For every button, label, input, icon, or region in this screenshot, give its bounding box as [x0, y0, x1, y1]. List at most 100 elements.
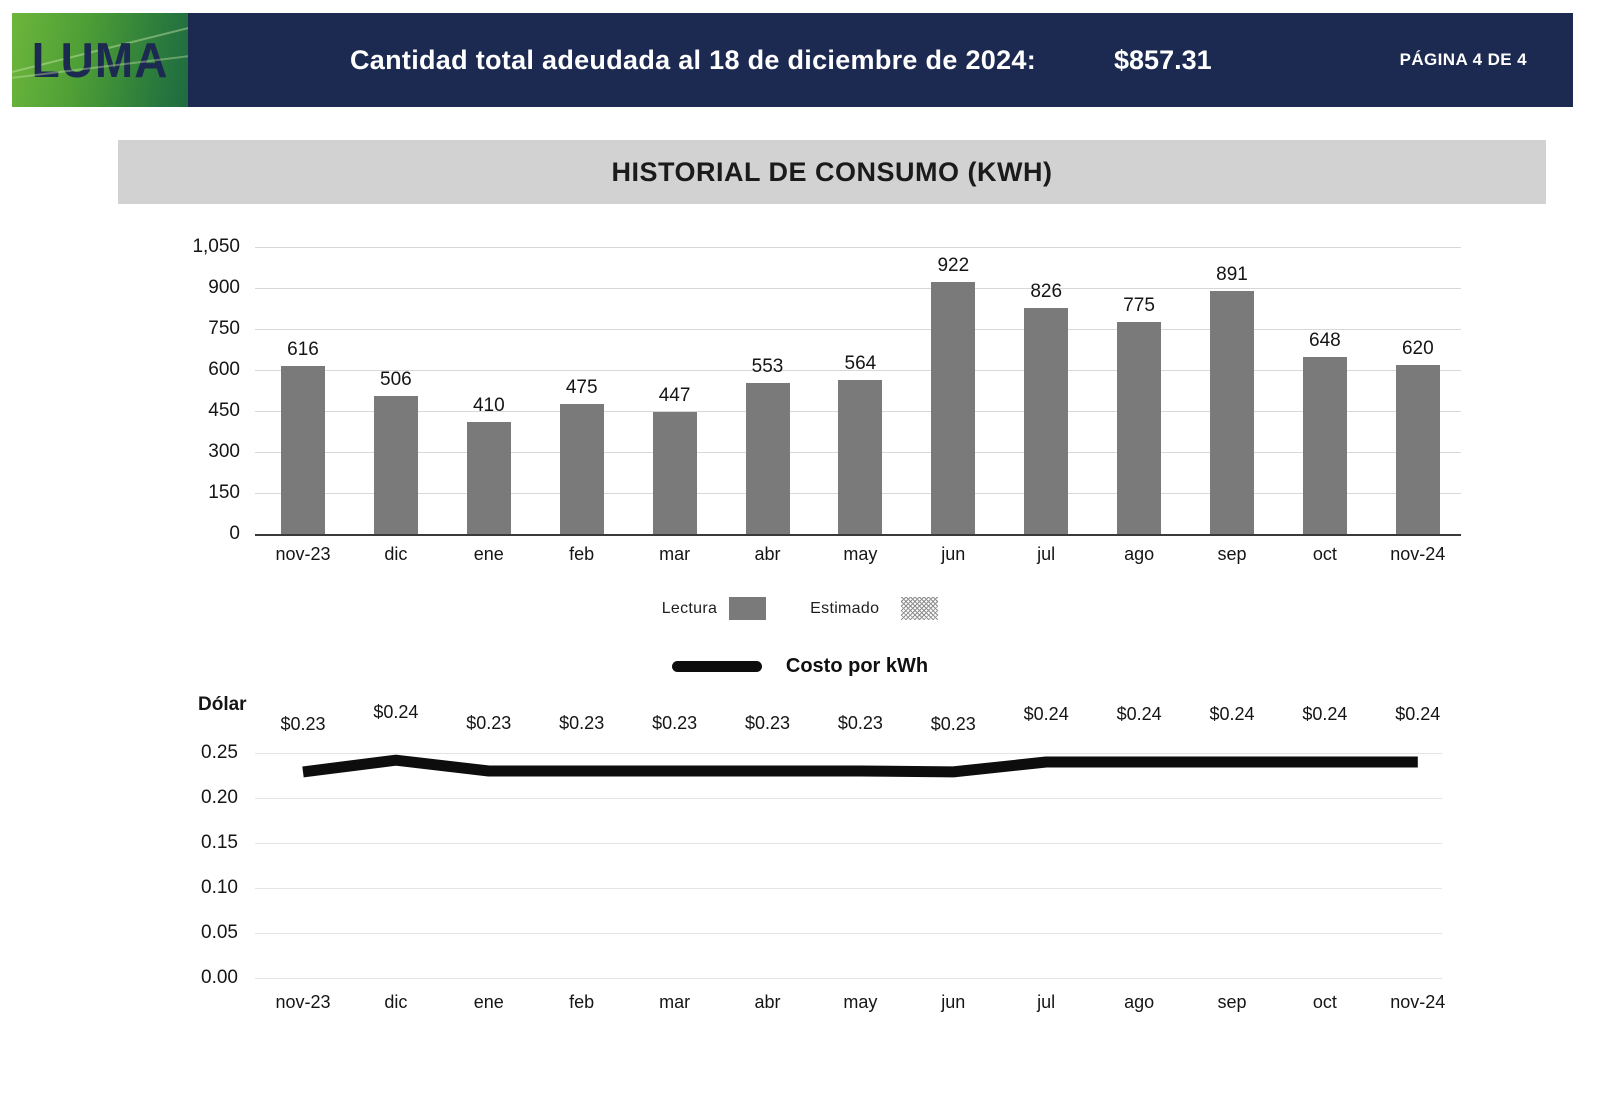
- bar-chart-x-axis: [255, 534, 1461, 536]
- line-chart-x-tick-label: nov-23: [275, 992, 331, 1012]
- cost-point-label: $0.24: [1116, 704, 1162, 724]
- bar-value-label: 447: [658, 384, 691, 406]
- bar-chart-y-tick-label: 150: [208, 482, 240, 503]
- consumption-bar: [466, 421, 511, 534]
- total-due-amount: $857.31: [1114, 44, 1212, 75]
- bar-chart-x-tick-label: jun: [941, 544, 966, 564]
- bar-chart-y-tick-label: 1,050: [192, 236, 240, 257]
- line-axis-title: Dólar: [198, 694, 247, 715]
- bar-value-label: 775: [1123, 295, 1155, 317]
- bar-chart-x-tick-label: ago: [1124, 544, 1155, 564]
- bar-chart-gridline: [255, 247, 1461, 248]
- cost-point-label: $0.23: [280, 713, 326, 734]
- line-chart-x-tick-label: jul: [1037, 992, 1056, 1012]
- bar-value-label: 826: [1030, 281, 1063, 303]
- line-chart-gridline: [255, 753, 1442, 754]
- cost-line-path: [302, 754, 1418, 778]
- bar-chart-x-tick-label: may: [843, 544, 878, 564]
- line-chart-y-tick-label: 0.05: [201, 922, 238, 943]
- bar-chart-y-tick-label: 300: [208, 441, 240, 462]
- cost-point-label: $0.24: [1395, 704, 1441, 724]
- bar-chart-x-tick-label: nov-24: [1390, 544, 1446, 564]
- consumption-bar: [745, 382, 790, 534]
- line-chart-x-tick-label: jun: [941, 992, 966, 1012]
- cost-point-label: $0.24: [1302, 704, 1348, 724]
- cost-point-label: $0.23: [466, 713, 512, 733]
- bar-value-label: 564: [844, 352, 877, 374]
- legend-label-estimado: Estimado: [810, 599, 880, 617]
- cost-point-label: $0.23: [930, 713, 976, 734]
- line-chart-legend: Costo por kWh: [0, 655, 1600, 678]
- bar-chart-gridline: [255, 329, 1461, 330]
- estimado-swatch-icon: [901, 597, 939, 620]
- bar-chart-y-tick-label: 0: [229, 523, 240, 544]
- lectura-swatch-icon: [729, 597, 767, 620]
- bar-value-label: 922: [937, 255, 970, 276]
- line-chart-gridline: [255, 798, 1442, 799]
- bar-value-label: 475: [565, 377, 598, 399]
- bar-chart-x-tick-label: nov-23: [275, 544, 331, 564]
- bar-value-label: 891: [1216, 263, 1248, 285]
- consumption-bar: [1024, 308, 1069, 534]
- consumption-bar: [1395, 364, 1440, 534]
- luma-logo: LUMA: [12, 13, 188, 107]
- section-title: HISTORIAL DE CONSUMO (KWH): [611, 156, 1053, 187]
- line-chart-x-tick-label: oct: [1312, 992, 1337, 1012]
- bar-value-label: 410: [472, 394, 505, 416]
- costo-line-swatch-icon: [671, 661, 762, 672]
- line-chart-x-tick-label: abr: [754, 992, 781, 1012]
- bar-chart-y-tick-label: 750: [208, 318, 240, 339]
- consumption-bar: [1302, 356, 1347, 534]
- line-chart-x-tick-label: dic: [384, 992, 408, 1012]
- bar-chart-x-tick-label: sep: [1217, 544, 1247, 564]
- bar-chart-x-tick-label: oct: [1312, 544, 1337, 564]
- line-chart-y-tick-label: 0.10: [201, 877, 238, 898]
- bar-value-label: 648: [1309, 329, 1341, 351]
- bar-chart-gridline: [255, 370, 1461, 371]
- section-title-banner: HISTORIAL DE CONSUMO (KWH): [118, 140, 1546, 204]
- bar-chart-x-tick-label: dic: [384, 544, 408, 564]
- line-chart-gridline: [255, 933, 1442, 934]
- total-due-label: Cantidad total adeudada al 18 de diciemb…: [350, 44, 1037, 75]
- cost-point-label: $0.23: [744, 713, 791, 733]
- line-chart-x-tick-label: sep: [1217, 992, 1247, 1012]
- line-chart-y-tick-label: 0.00: [201, 967, 238, 988]
- bar-chart-y-tick-label: 600: [208, 359, 240, 380]
- line-chart-x-tick-label: ene: [473, 992, 504, 1012]
- bar-chart-x-tick-label: mar: [659, 544, 691, 564]
- page-indicator: PÁGINA 4 DE 4: [1399, 50, 1527, 69]
- cost-point-label: $0.24: [373, 702, 419, 723]
- header-bar: LUMA Cantidad total adeudada al 18 de di…: [12, 13, 1573, 107]
- bar-value-label: 616: [287, 338, 319, 360]
- cost-point-label: $0.23: [652, 713, 698, 733]
- bar-chart-y-tick-label: 450: [208, 400, 240, 421]
- line-chart-x-tick-label: nov-24: [1390, 992, 1446, 1012]
- consumption-bar: [838, 379, 883, 534]
- cost-point-label: $0.23: [837, 713, 883, 733]
- consumption-bar: [931, 282, 976, 534]
- consumption-bar: [373, 395, 418, 534]
- bar-value-label: 553: [751, 355, 784, 377]
- line-chart-x-tick-label: may: [843, 992, 878, 1012]
- line-chart-y-tick-label: 0.15: [201, 832, 238, 853]
- bar-value-label: 620: [1401, 337, 1434, 359]
- consumption-bar: [1117, 322, 1162, 534]
- bar-chart-x-tick-label: feb: [569, 544, 595, 564]
- cost-point-label: $0.23: [559, 713, 605, 733]
- bar-chart-legend: Lectura Estimado: [0, 597, 1600, 620]
- line-chart-y-tick-label: 0.25: [201, 742, 238, 763]
- line-chart-gridline: [255, 843, 1442, 844]
- consumption-bar: [1210, 290, 1254, 534]
- cost-point-label: $0.24: [1023, 704, 1069, 724]
- bar-value-label: 506: [380, 368, 412, 390]
- line-chart-gridline: [255, 978, 1442, 979]
- bar-chart-gridline: [255, 288, 1461, 289]
- consumption-bar: [281, 365, 325, 534]
- line-legend-label: Costo por kWh: [785, 655, 929, 677]
- legend-label-lectura: Lectura: [661, 599, 718, 617]
- bar-chart-x-tick-label: ene: [473, 544, 504, 564]
